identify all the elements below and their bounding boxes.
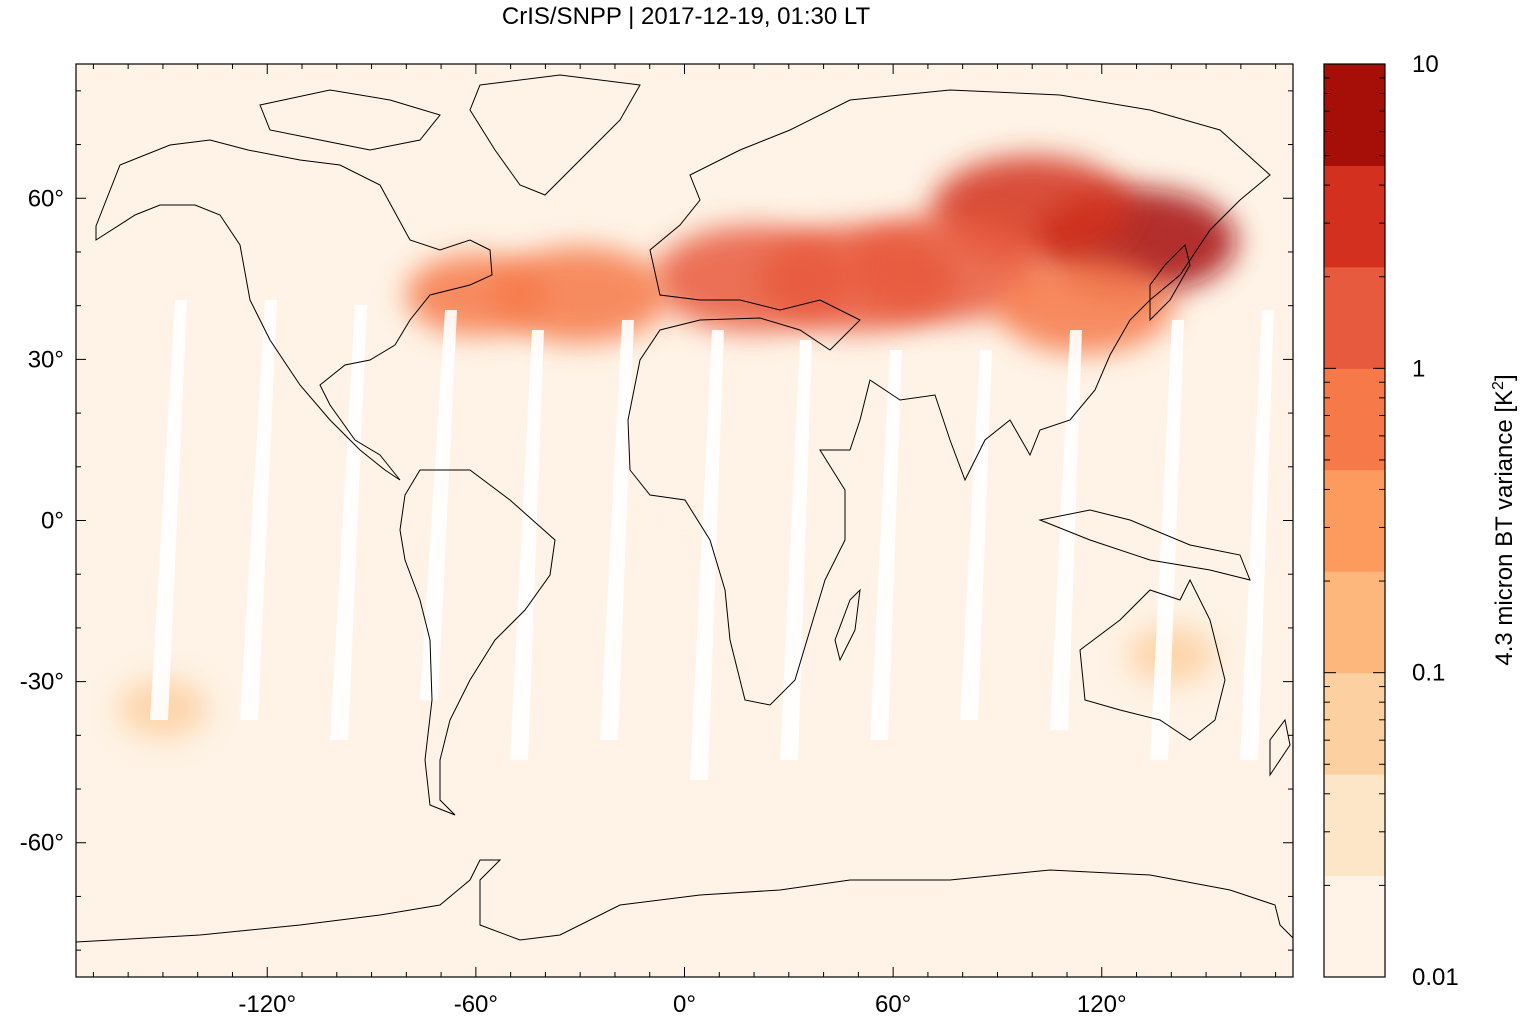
coastline-eurasia-africa [627,89,1271,706]
y-tick-label: 0° [41,508,64,535]
variance-region [492,246,669,343]
colorbar-band [1324,469,1385,572]
coastline-arctic-islands [259,89,441,151]
y-tick-label: 60° [28,185,64,212]
coastline-north-america [95,139,493,481]
orbit-gap [690,330,724,780]
x-tick-label: -120° [238,991,296,1018]
coastline-south-america [399,469,556,816]
colorbar-band [1324,368,1385,471]
orbit-gap [1240,310,1274,760]
orbit-gap [510,330,544,760]
y-tick-label: -30° [20,669,64,696]
orbit-gap [780,340,812,760]
coastlines [76,74,1293,943]
colorbar-band [1324,165,1385,268]
orbit-gap [150,300,187,720]
map-axes: -120° -60° 0° 60° 120° 60° 30° 0° -30° -60° [20,64,1293,1018]
orbit-gap [240,300,277,720]
map-panel: -120° -60° 0° 60° 120° 60° 30° 0° -30° -60° [20,63,1294,1018]
colorbar-tick-label: 10 [1412,51,1439,78]
colorbar-band [1324,64,1385,166]
orbit-gap [1150,320,1184,760]
coastline-japan [1149,244,1191,322]
coastline-madagascar [834,588,861,662]
colorbar-bands [1324,64,1385,978]
colorbar-label-end: ] [1491,374,1518,381]
coastline-antarctica [76,859,1293,943]
x-tick-label: -60° [454,991,498,1018]
orbit-gap [870,350,902,740]
orbit-gap [600,320,634,740]
orbit-gap [330,305,367,740]
colorbar-band [1324,875,1385,978]
variance-region [845,215,1046,322]
colorbar-tick-label: 0.01 [1412,964,1459,991]
coastline-maritime-se-asia [1038,509,1251,581]
y-tick-label: -60° [20,830,64,857]
colorbar: 10 1 0.1 0.01 4.3 micron BT variance [K2] [1323,51,1518,991]
colorbar-band [1324,571,1385,674]
colorbar-tick-label: 1 [1412,355,1425,382]
orbit-gaps [150,300,1274,780]
x-tick-label: 60° [875,991,911,1018]
colorbar-ticks: 10 1 0.1 0.01 [1324,51,1459,991]
coastline-new-zealand [1269,718,1291,777]
variance-field [118,156,1237,739]
colorbar-label-superscript: 2 [1490,381,1507,390]
orbit-gap [420,310,457,700]
colorbar-band [1324,774,1385,877]
colorbar-label: 4.3 micron BT variance [K2] [1490,374,1518,665]
x-tick-label: 0° [673,991,696,1018]
colorbar-band [1324,672,1385,775]
coastline-australia [1079,578,1226,741]
y-tick-label: 30° [28,346,64,373]
colorbar-frame [1323,63,1386,978]
colorbar-band [1324,266,1385,369]
figure-title: CrIS/SNPP | 2017-12-19, 01:30 LT [502,3,871,30]
coastline-greenland [469,74,641,196]
colorbar-tick-label: 0.1 [1412,660,1445,687]
variance-region [405,254,546,336]
x-tick-label: 120° [1077,991,1127,1018]
variance-region [996,257,1173,354]
variance-region [654,225,855,332]
colorbar-label-main: 4.3 micron BT variance [K [1491,390,1518,666]
